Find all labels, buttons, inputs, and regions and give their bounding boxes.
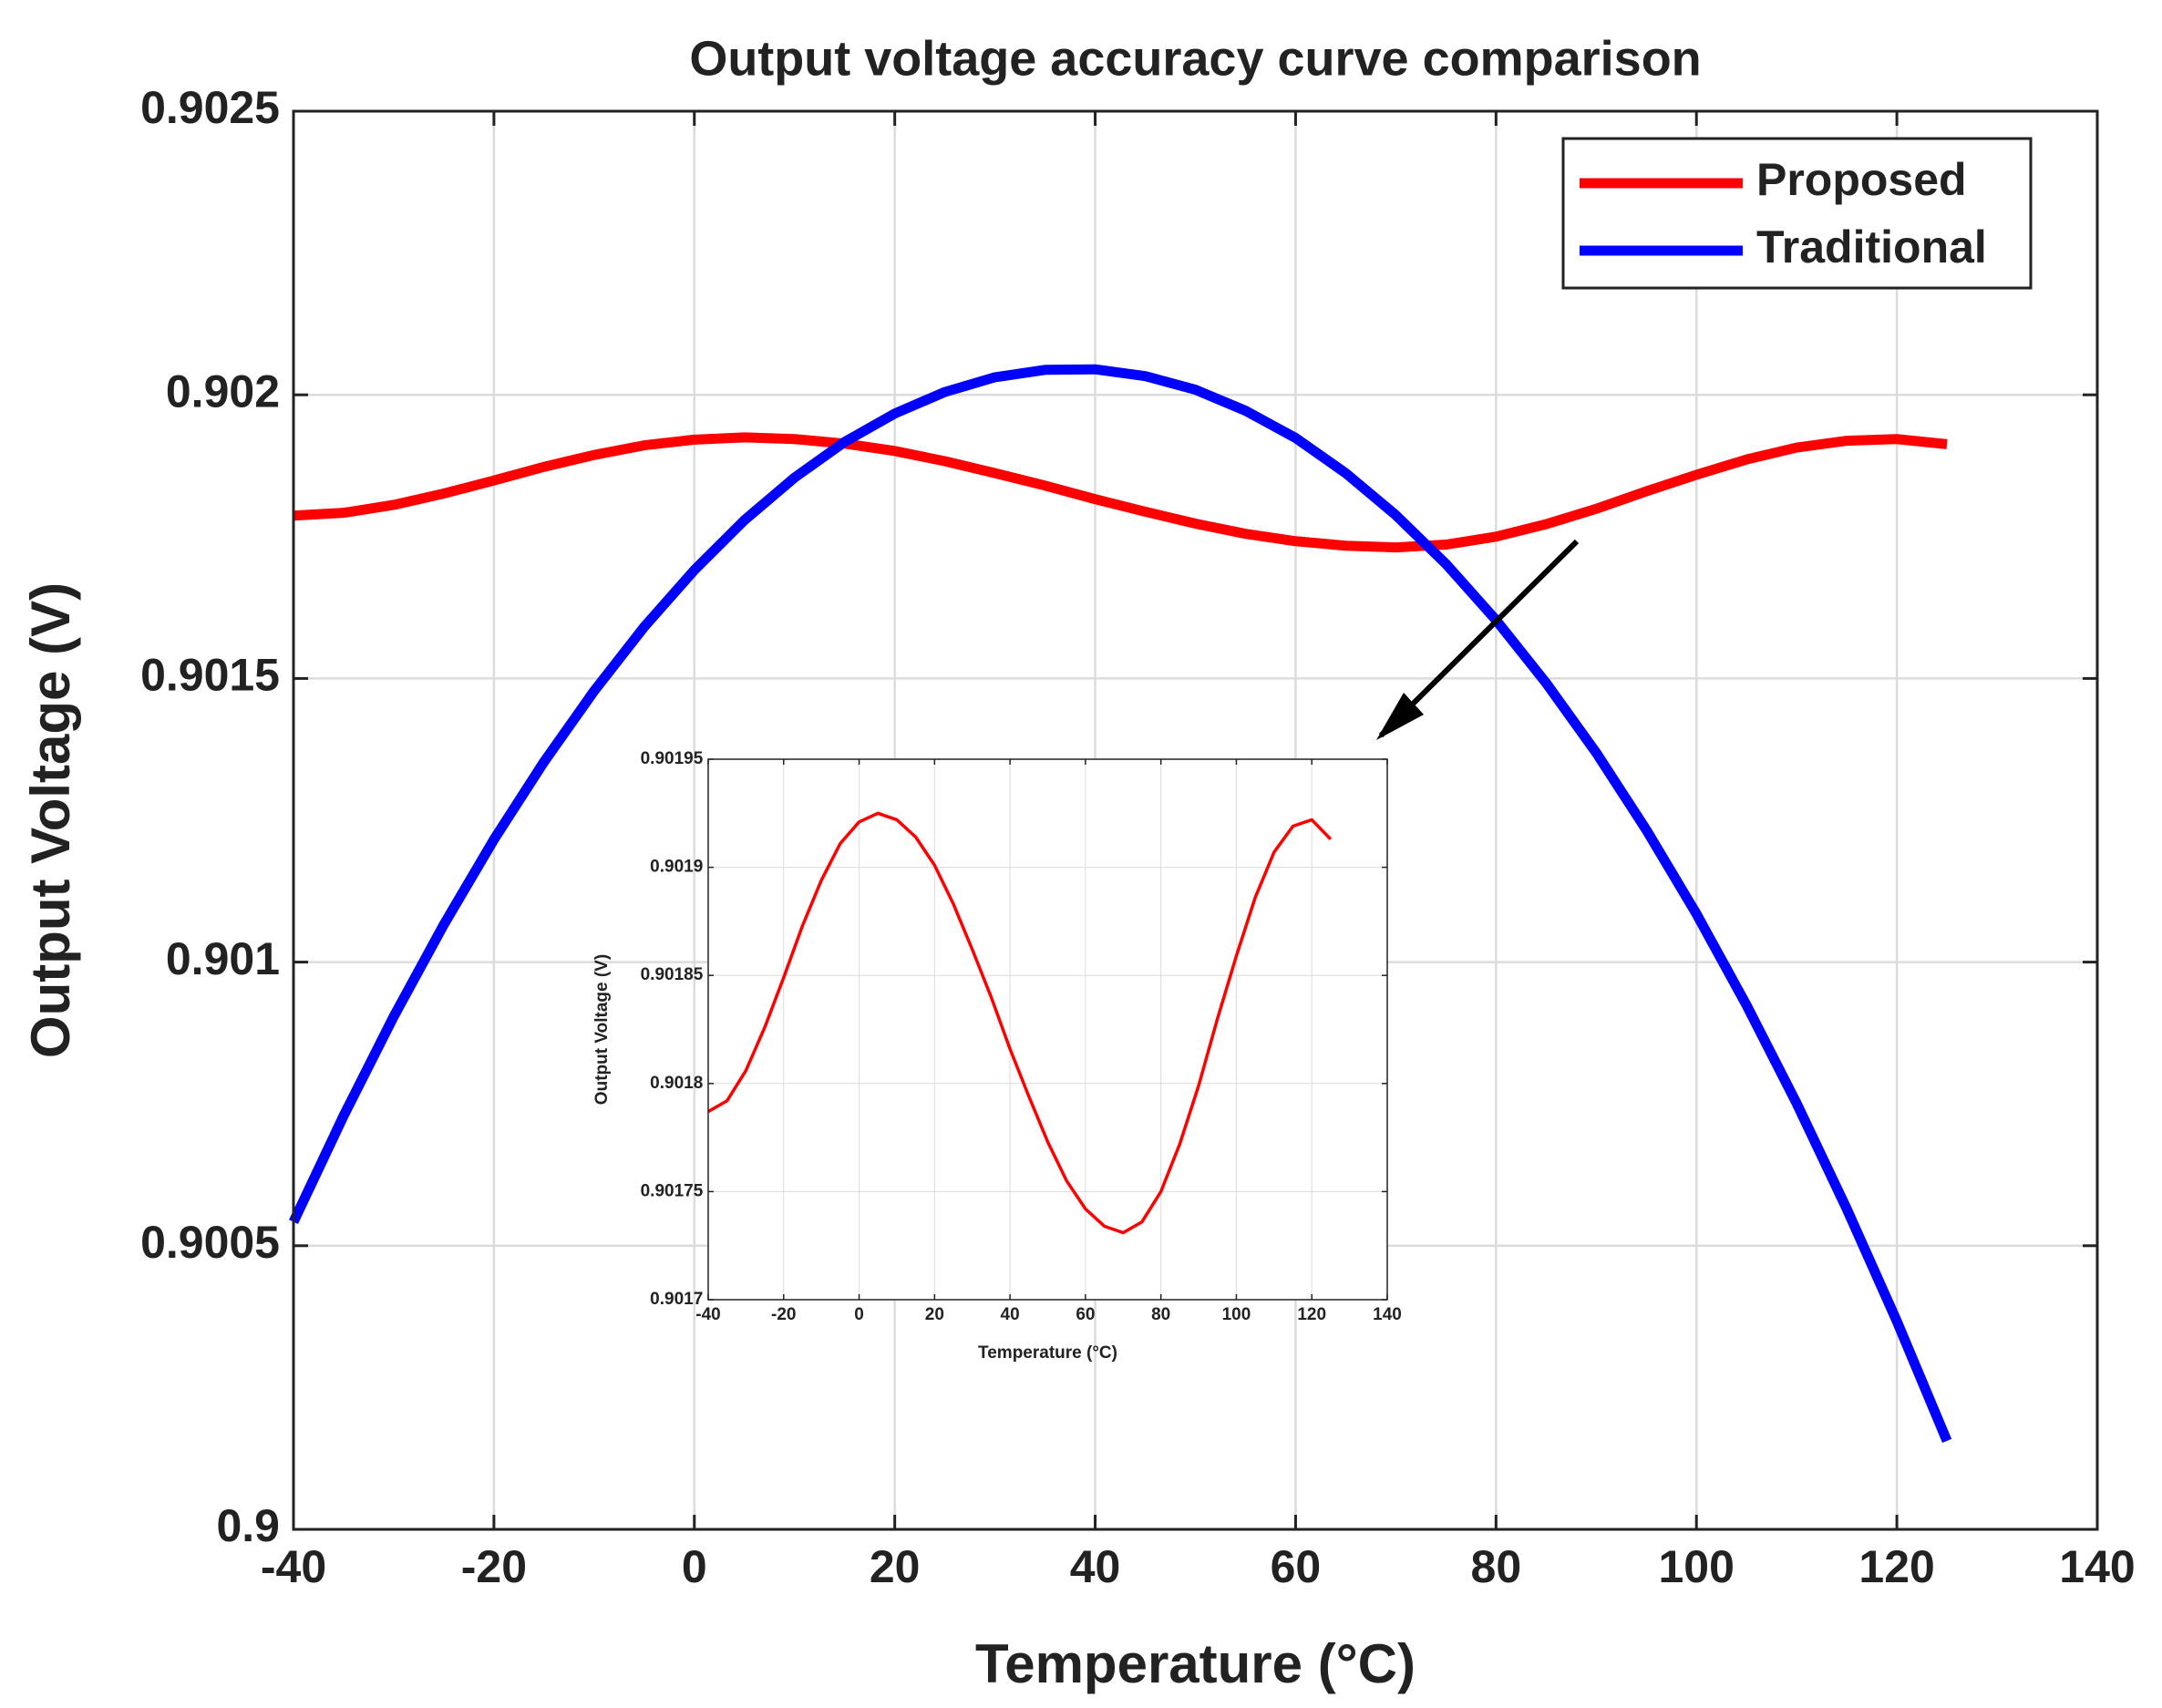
axes-box	[707, 758, 1388, 1301]
axes-box	[292, 109, 2099, 1531]
y-axis-label: Output Voltage (V)	[592, 954, 612, 1105]
x-tick-label: 100	[1659, 1541, 1735, 1592]
plot-area	[708, 759, 1387, 1300]
chart-title: Output voltage accuracy curve comparison	[689, 31, 1701, 86]
x-tick-label: 0	[854, 1305, 864, 1324]
series-line	[293, 432, 1948, 553]
x-tick-label: 80	[1471, 1541, 1522, 1592]
legend-box	[1561, 137, 2033, 290]
x-tick-label: 40	[1001, 1305, 1020, 1324]
x-tick-label: 100	[1222, 1305, 1251, 1324]
legend: Proposed Traditional	[1561, 137, 2033, 290]
x-tick-label: -20	[771, 1305, 796, 1324]
y-tick-label: 0.9	[216, 1500, 280, 1551]
y-tick-label: 0.9019	[650, 858, 703, 877]
x-tick-label: -40	[261, 1541, 326, 1592]
y-tick-label: 0.90185	[641, 965, 704, 984]
y-axis-label: Output Voltage (V)	[20, 582, 81, 1058]
y-tick-label: 0.9005	[140, 1217, 280, 1268]
series-line	[289, 364, 1952, 1444]
y-tick-label: 0.90195	[641, 749, 704, 768]
y-tick-label: 0.90175	[641, 1181, 704, 1200]
x-axis-label: Temperature (°C)	[975, 1633, 1416, 1694]
x-tick-label: 40	[1070, 1541, 1121, 1592]
x-tick-label: -40	[695, 1305, 720, 1324]
inset-chart: 0.9017 0.90175 0.9018 0.90185 0.9019 0.90195 -…	[592, 749, 1402, 1363]
y-tick-label: 0.902	[166, 365, 280, 417]
series-line	[707, 811, 1333, 1235]
x-tick-label: 120	[1858, 1541, 1934, 1592]
zoom-arrow	[1378, 539, 1580, 738]
x-tick-label: 20	[925, 1305, 944, 1324]
x-tick-label: 120	[1297, 1305, 1326, 1324]
y-tick-label: 0.9015	[140, 650, 280, 701]
y-tick-label: 0.9018	[650, 1074, 703, 1093]
legend-label: Proposed	[1756, 154, 1967, 205]
x-tick-label: 20	[870, 1541, 921, 1592]
x-tick-label: 60	[1271, 1541, 1322, 1592]
x-tick-label: 140	[2059, 1541, 2135, 1592]
arrow-head	[1376, 693, 1424, 740]
legend-label: Traditional	[1756, 221, 1987, 273]
y-tick-label: 0.9017	[650, 1290, 703, 1309]
x-tick-label: -20	[461, 1541, 527, 1592]
x-tick-label: 140	[1373, 1305, 1402, 1324]
x-tick-label: 80	[1151, 1305, 1170, 1324]
x-tick-label: 0	[682, 1541, 707, 1592]
y-tick-label: 0.901	[166, 933, 280, 984]
y-tick-label: 0.9025	[140, 82, 280, 133]
x-axis-label: Temperature (°C)	[978, 1343, 1117, 1363]
x-tick-label: 60	[1076, 1305, 1095, 1324]
